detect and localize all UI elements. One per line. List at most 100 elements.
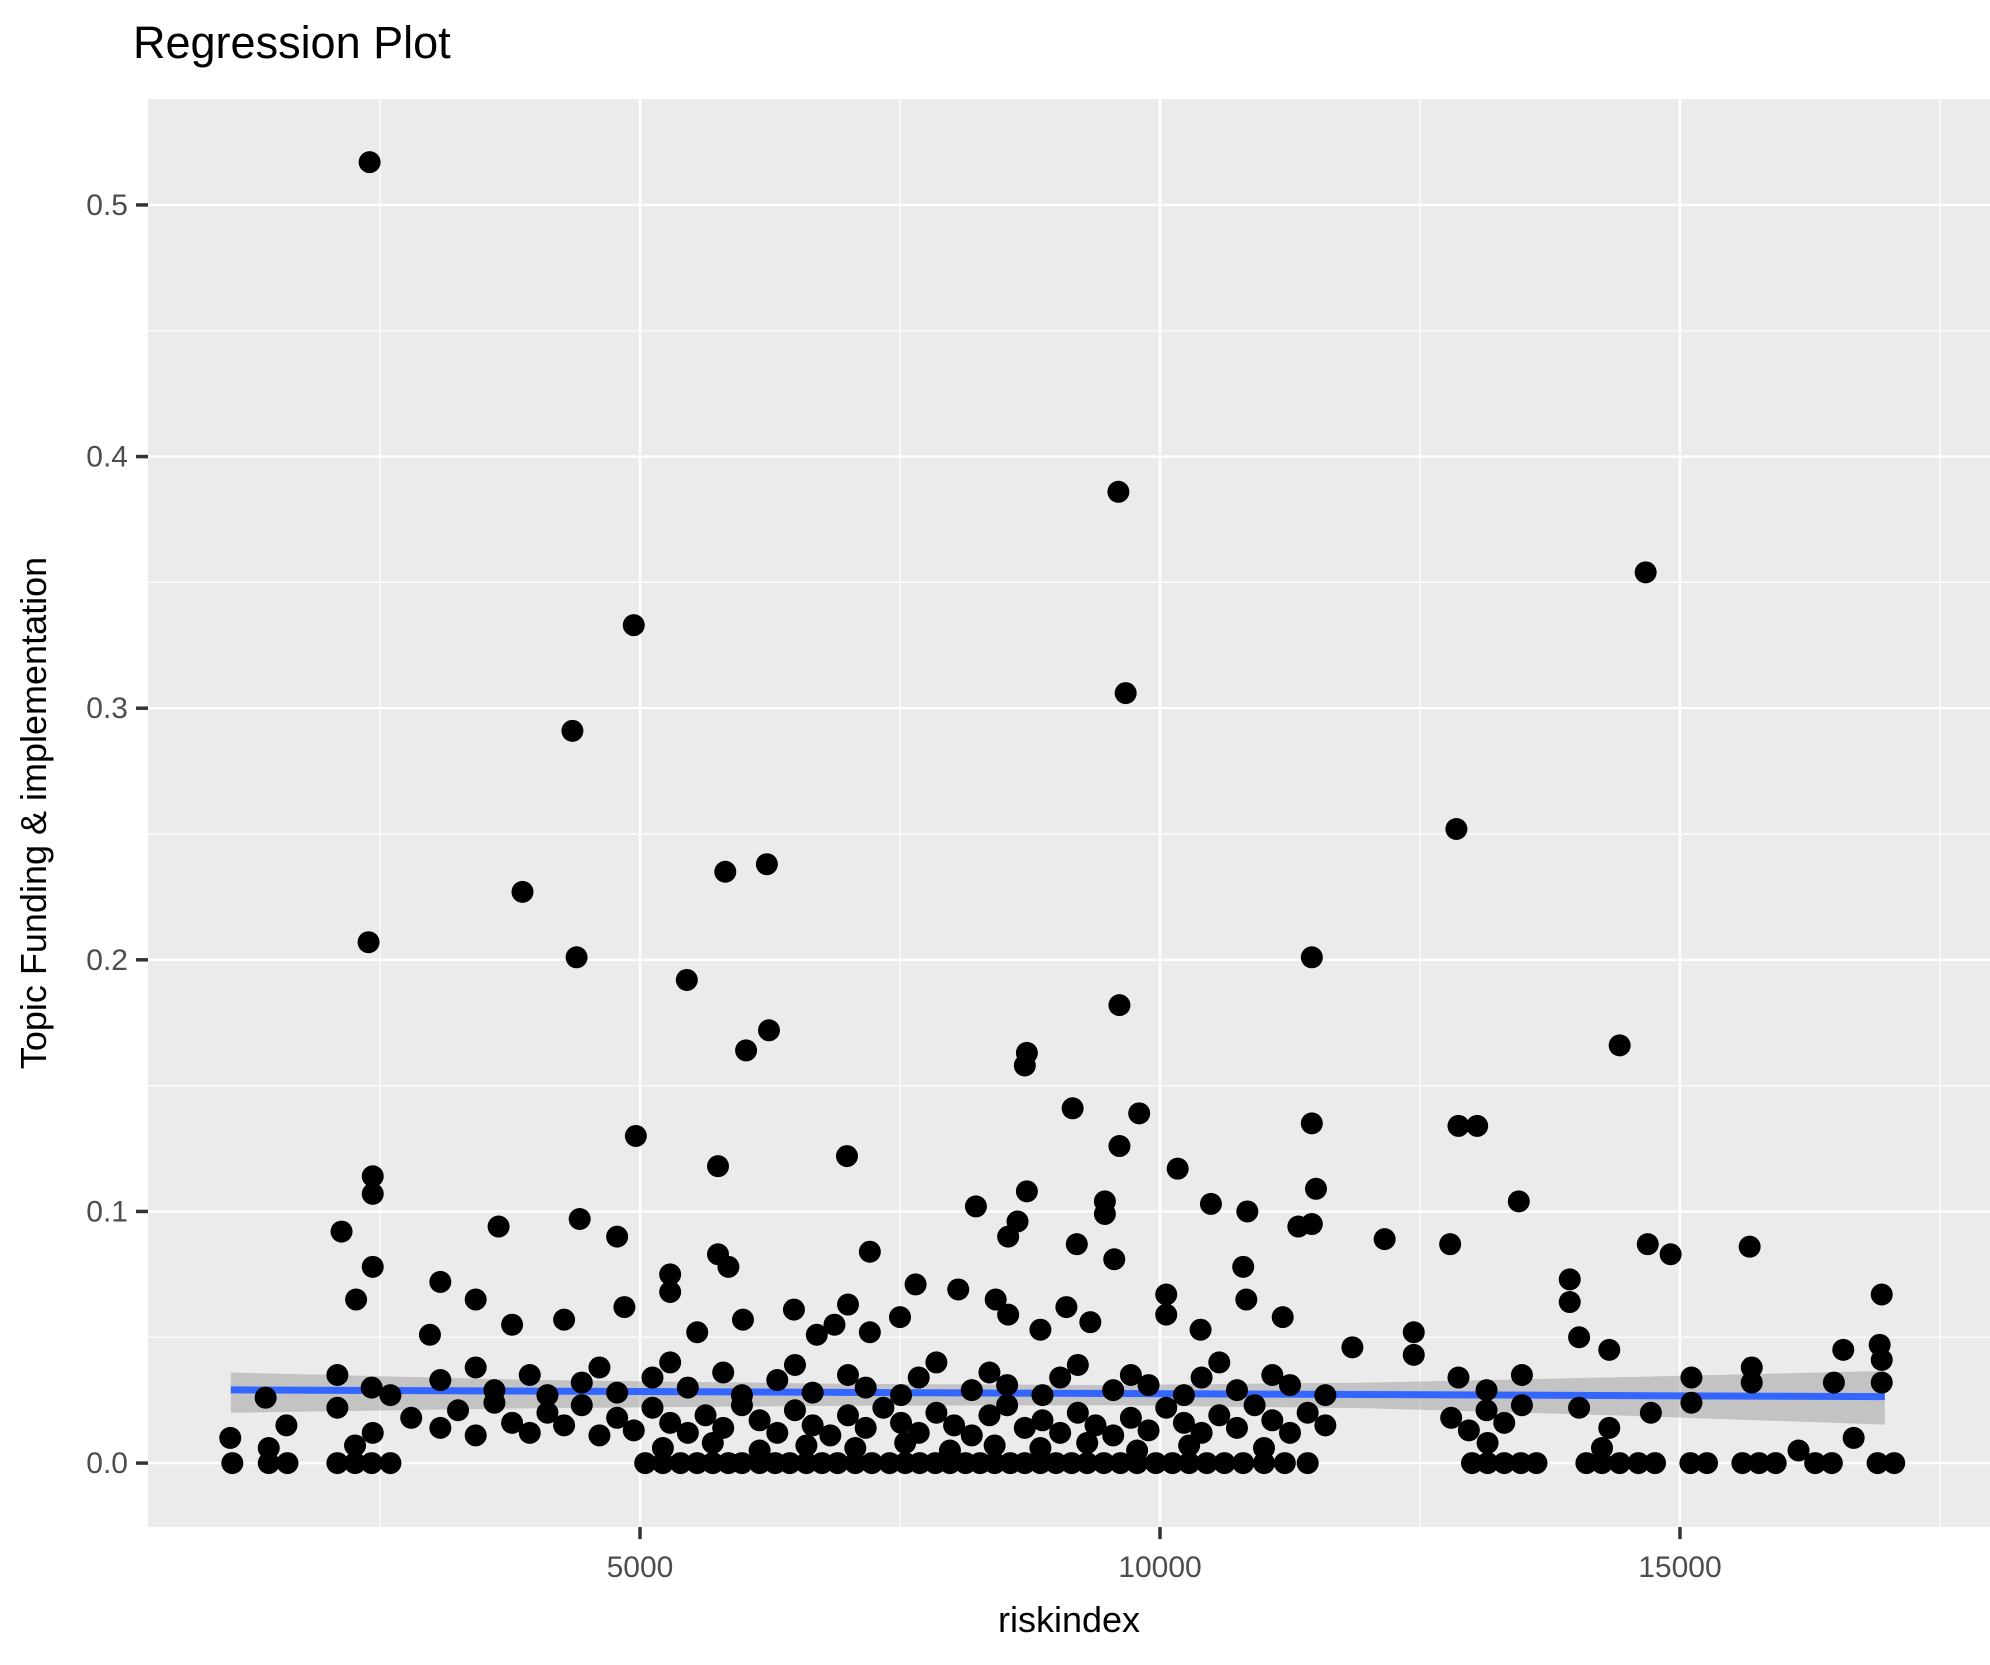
data-point xyxy=(659,1351,682,1374)
data-point xyxy=(908,1452,931,1475)
data-point xyxy=(1296,1401,1319,1424)
data-point xyxy=(669,1452,692,1475)
data-point xyxy=(823,1313,846,1336)
data-point xyxy=(1447,1366,1470,1389)
data-point xyxy=(588,1356,611,1379)
data-point xyxy=(1680,1391,1703,1414)
data-point xyxy=(766,1421,789,1444)
data-point xyxy=(730,1452,753,1475)
data-point xyxy=(1820,1452,1843,1475)
data-point xyxy=(960,1424,983,1447)
data-point xyxy=(894,1431,917,1454)
data-point xyxy=(1493,1452,1516,1475)
data-point xyxy=(858,1240,881,1263)
data-point xyxy=(996,1374,1019,1397)
data-point xyxy=(1287,1215,1310,1238)
data-point xyxy=(1764,1452,1787,1475)
data-point xyxy=(1680,1366,1703,1389)
data-point xyxy=(712,1361,735,1384)
data-point xyxy=(357,931,380,954)
data-point xyxy=(997,1303,1020,1326)
data-point xyxy=(1235,1288,1258,1311)
data-point xyxy=(811,1452,834,1475)
data-point xyxy=(659,1411,682,1434)
data-point xyxy=(1447,1114,1470,1137)
data-point xyxy=(606,1381,629,1404)
data-point xyxy=(613,1296,636,1319)
data-point xyxy=(1049,1366,1072,1389)
data-point xyxy=(1208,1351,1231,1374)
data-point xyxy=(1341,1336,1364,1359)
data-point xyxy=(1883,1452,1906,1475)
data-point xyxy=(1439,1233,1462,1256)
data-point xyxy=(1273,1452,1296,1475)
data-point xyxy=(518,1421,541,1444)
data-point xyxy=(1402,1343,1425,1366)
data-point xyxy=(1093,1202,1116,1225)
data-point xyxy=(1509,1452,1532,1475)
data-point xyxy=(801,1414,824,1437)
data-point xyxy=(361,1182,384,1205)
data-point xyxy=(757,1019,780,1042)
data-point xyxy=(344,1434,367,1457)
data-point xyxy=(701,1431,724,1454)
data-point xyxy=(330,1220,353,1243)
data-point xyxy=(1314,1384,1337,1407)
data-point xyxy=(890,1411,913,1434)
data-point xyxy=(837,1293,860,1316)
data-point xyxy=(254,1386,277,1409)
data-point xyxy=(1740,1371,1763,1394)
data-point xyxy=(748,1439,771,1462)
data-point xyxy=(326,1452,349,1475)
data-point xyxy=(518,1364,541,1387)
data-point xyxy=(651,1436,674,1459)
data-point xyxy=(676,1421,699,1444)
data-point xyxy=(1870,1283,1893,1306)
data-point xyxy=(1029,1436,1052,1459)
data-point xyxy=(854,1416,877,1439)
data-point xyxy=(1126,1439,1149,1462)
data-point xyxy=(221,1452,244,1475)
data-point xyxy=(1510,1394,1533,1417)
data-point xyxy=(801,1381,824,1404)
data-point xyxy=(1558,1291,1581,1314)
data-point xyxy=(778,1452,801,1475)
data-point xyxy=(837,1404,860,1427)
data-point xyxy=(714,860,737,883)
data-point xyxy=(1045,1452,1068,1475)
data-point xyxy=(854,1376,877,1399)
data-point xyxy=(257,1452,280,1475)
data-point xyxy=(1568,1326,1591,1349)
data-point xyxy=(1108,1135,1131,1158)
regression-line xyxy=(230,1386,1885,1401)
data-point xyxy=(1079,1311,1102,1334)
data-point xyxy=(1261,1409,1284,1432)
data-point xyxy=(819,1424,842,1447)
data-point xyxy=(360,1452,383,1475)
data-point xyxy=(379,1452,402,1475)
data-point xyxy=(606,1406,629,1429)
data-point xyxy=(622,1419,645,1442)
data-point xyxy=(996,1394,1019,1417)
data-point xyxy=(1252,1452,1275,1475)
plot-panel xyxy=(148,99,1990,1527)
data-point xyxy=(1476,1431,1499,1454)
data-point xyxy=(276,1452,299,1475)
data-point xyxy=(1300,946,1323,969)
data-point xyxy=(1029,1318,1052,1341)
data-point xyxy=(464,1424,487,1447)
data-point xyxy=(400,1406,423,1429)
data-point xyxy=(361,1165,384,1188)
data-point xyxy=(1213,1452,1236,1475)
data-point xyxy=(360,1376,383,1399)
data-point xyxy=(1271,1306,1294,1329)
data-point xyxy=(1445,817,1468,840)
data-point xyxy=(659,1280,682,1303)
data-point xyxy=(984,1288,1007,1311)
data-point xyxy=(783,1353,806,1376)
data-point xyxy=(1738,1235,1761,1258)
data-point xyxy=(1103,1248,1126,1271)
data-point xyxy=(1114,682,1137,705)
data-point xyxy=(1060,1452,1083,1475)
data-point xyxy=(1748,1452,1771,1475)
